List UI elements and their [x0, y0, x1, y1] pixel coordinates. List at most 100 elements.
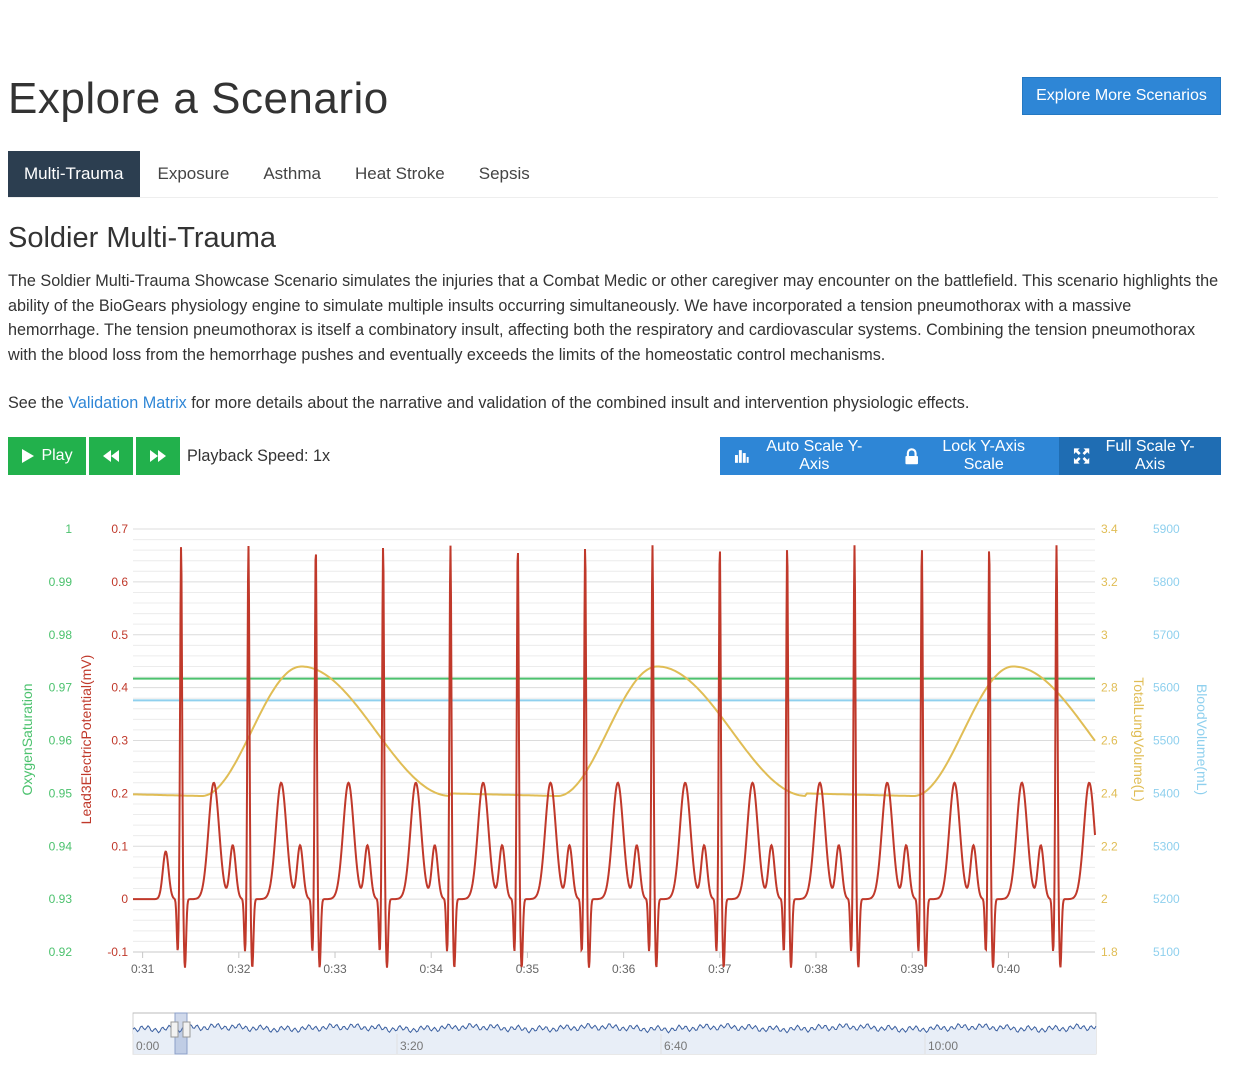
navigator-handle-left[interactable]: [170, 1021, 179, 1038]
y-tick-label: 0.96: [49, 734, 73, 748]
y-tick-label: 0.92: [49, 945, 73, 959]
navigator-tick-label: 3:20: [400, 1039, 424, 1053]
rewind-icon: [103, 450, 119, 462]
x-tick-label: 0:34: [420, 962, 444, 976]
play-icon: [22, 449, 35, 463]
lock-icon: [905, 447, 918, 464]
full-scale-label: Full Scale Y-Axis: [1105, 438, 1195, 473]
tab-heat-stroke[interactable]: Heat Stroke: [354, 164, 445, 183]
y-tick-label: 5400: [1153, 786, 1180, 800]
navigator-area: [133, 1023, 1096, 1054]
y-tick-label: 0.99: [49, 575, 73, 589]
navigator-tick-label: 6:40: [664, 1039, 688, 1053]
y-tick-label: 1.8: [1101, 945, 1118, 959]
navigator-handle-right[interactable]: [182, 1021, 191, 1038]
lung-volume-axis: 3.4 3.2 3 2.8 2.6 2.4 2.2 2 1.8 TotalLungVolume(L…: [1101, 522, 1147, 959]
scenario-title: Soldier Multi-Trauma: [8, 222, 277, 254]
y-tick-label: 5200: [1153, 892, 1180, 906]
y-tick-label: 0.98: [49, 628, 73, 642]
y-tick-label: 0: [121, 892, 128, 906]
navigator-tick-label: 10:00: [928, 1039, 958, 1053]
y-tick-label: 5900: [1153, 522, 1180, 536]
y-tick-label: 2.4: [1101, 786, 1118, 800]
fast-forward-icon: [150, 450, 166, 462]
x-tick-label: 0:39: [901, 962, 925, 976]
y-tick-label: 3.2: [1101, 575, 1118, 589]
axis-title: TotalLungVolume(L): [1131, 677, 1147, 802]
explore-more-scenarios-button[interactable]: Explore More Scenarios: [1022, 77, 1221, 115]
y-tick-label: 0.6: [111, 575, 128, 589]
navigator-tick-label: 0:00: [136, 1039, 160, 1053]
lock-scale-button[interactable]: Lock Y-Axis Scale: [890, 437, 1059, 475]
play-label: Play: [41, 447, 73, 464]
x-tick-label: 0:37: [708, 962, 732, 976]
validation-line: See the Validation Matrix for more detai…: [8, 391, 969, 415]
y-tick-label: 5600: [1153, 681, 1180, 695]
see-suffix: for more details about the narrative and…: [191, 394, 970, 412]
y-tick-label: 0.5: [111, 628, 128, 642]
playback-controls: Play Playback Speed: 1x: [8, 437, 330, 475]
y-tick-label: 5800: [1153, 575, 1180, 589]
y-tick-label: 0.1: [111, 839, 128, 853]
y-tick-label: 5300: [1153, 839, 1180, 853]
playback-speed: Playback Speed: 1x: [187, 446, 331, 465]
validation-matrix-link[interactable]: Validation Matrix: [68, 394, 187, 412]
tab-multi-trauma[interactable]: Multi-Trauma: [8, 151, 140, 197]
y-tick-label: 5700: [1153, 628, 1180, 642]
bar-chart-icon: [734, 450, 749, 463]
y-tick-label: 0.97: [49, 681, 73, 695]
y-tick-label: 0.7: [111, 522, 128, 536]
y-tick-label: 3.4: [1101, 522, 1118, 536]
y-tick-label: 2.2: [1101, 839, 1118, 853]
play-button[interactable]: Play: [8, 437, 86, 475]
x-tick-label: 0:35: [516, 962, 540, 976]
y-tick-label: 0.4: [111, 681, 128, 695]
y-axis-scale-group: Auto Scale Y-Axis Lock Y-Axis Scale Full…: [720, 437, 1221, 475]
chart-grid: [133, 528, 1095, 953]
fast-forward-button[interactable]: [136, 437, 180, 475]
ecg-axis: 0.7 0.6 0.5 0.4 0.3 0.2 0.1 0 -0.1 Lead3ElectricP…: [78, 522, 128, 959]
auto-scale-button[interactable]: Auto Scale Y-Axis: [720, 437, 890, 475]
scenario-tabs: Multi-Trauma Exposure Asthma Heat Stroke…: [8, 151, 1218, 198]
physiology-chart[interactable]: 0:31 0:32 0:33 0:34 0:35 0:36 0:37 0:38 0:39 0:40…: [0, 500, 1248, 990]
expand-icon: [1073, 448, 1090, 464]
blood-volume-axis: 5900 5800 5700 5600 5500 5400 5300 5200 5100 Bloo…: [1153, 522, 1210, 959]
navigator-series: [132, 1022, 1097, 1034]
y-tick-label: 3: [1101, 628, 1108, 642]
lock-scale-label: Lock Y-Axis Scale: [942, 438, 1026, 473]
y-tick-label: 0.2: [111, 786, 128, 800]
x-tick-label: 0:31: [131, 962, 155, 976]
oxygen-saturation-axis: 1 0.99 0.98 0.97 0.96 0.95 0.94 0.93 0.92 OxygenS…: [19, 522, 72, 959]
y-tick-label: 2: [1101, 892, 1108, 906]
series-total-lung-volume: [133, 665, 1096, 798]
x-tick-label: 0:33: [323, 962, 347, 976]
y-tick-label: 5500: [1153, 734, 1180, 748]
chart-navigator[interactable]: 0:00 3:20 6:40 10:00: [0, 1008, 1248, 1068]
y-tick-label: 0.93: [49, 892, 73, 906]
x-tick-label: 0:36: [612, 962, 636, 976]
axis-title: BloodVolume(mL): [1194, 684, 1210, 795]
see-prefix: See the: [8, 394, 64, 412]
tab-asthma[interactable]: Asthma: [263, 164, 321, 183]
full-scale-button[interactable]: Full Scale Y-Axis: [1059, 437, 1221, 475]
y-tick-label: 2.6: [1101, 734, 1118, 748]
rewind-button[interactable]: [89, 437, 133, 475]
y-tick-label: 0.3: [111, 734, 128, 748]
y-tick-label: -0.1: [107, 945, 128, 959]
y-tick-label: 2.8: [1101, 681, 1118, 695]
tab-sepsis[interactable]: Sepsis: [478, 164, 530, 183]
axis-title: Lead3ElectricPotential(mV): [78, 655, 94, 825]
y-tick-label: 1: [65, 522, 72, 536]
auto-scale-label: Auto Scale Y-Axis: [766, 438, 863, 473]
page-title: Explore a Scenario: [8, 74, 389, 123]
scenario-description: The Soldier Multi-Trauma Showcase Scenar…: [8, 272, 1219, 364]
x-tick-label: 0:38: [804, 962, 828, 976]
y-tick-label: 0.95: [49, 786, 73, 800]
y-tick-label: 5100: [1153, 945, 1180, 959]
y-tick-label: 0.94: [49, 839, 73, 853]
tab-exposure[interactable]: Exposure: [157, 164, 230, 183]
x-tick-label: 0:32: [227, 962, 251, 976]
x-tick-label: 0:40: [997, 962, 1021, 976]
axis-title: OxygenSaturation: [19, 683, 35, 795]
series-lead3-ecg: [133, 545, 1096, 968]
